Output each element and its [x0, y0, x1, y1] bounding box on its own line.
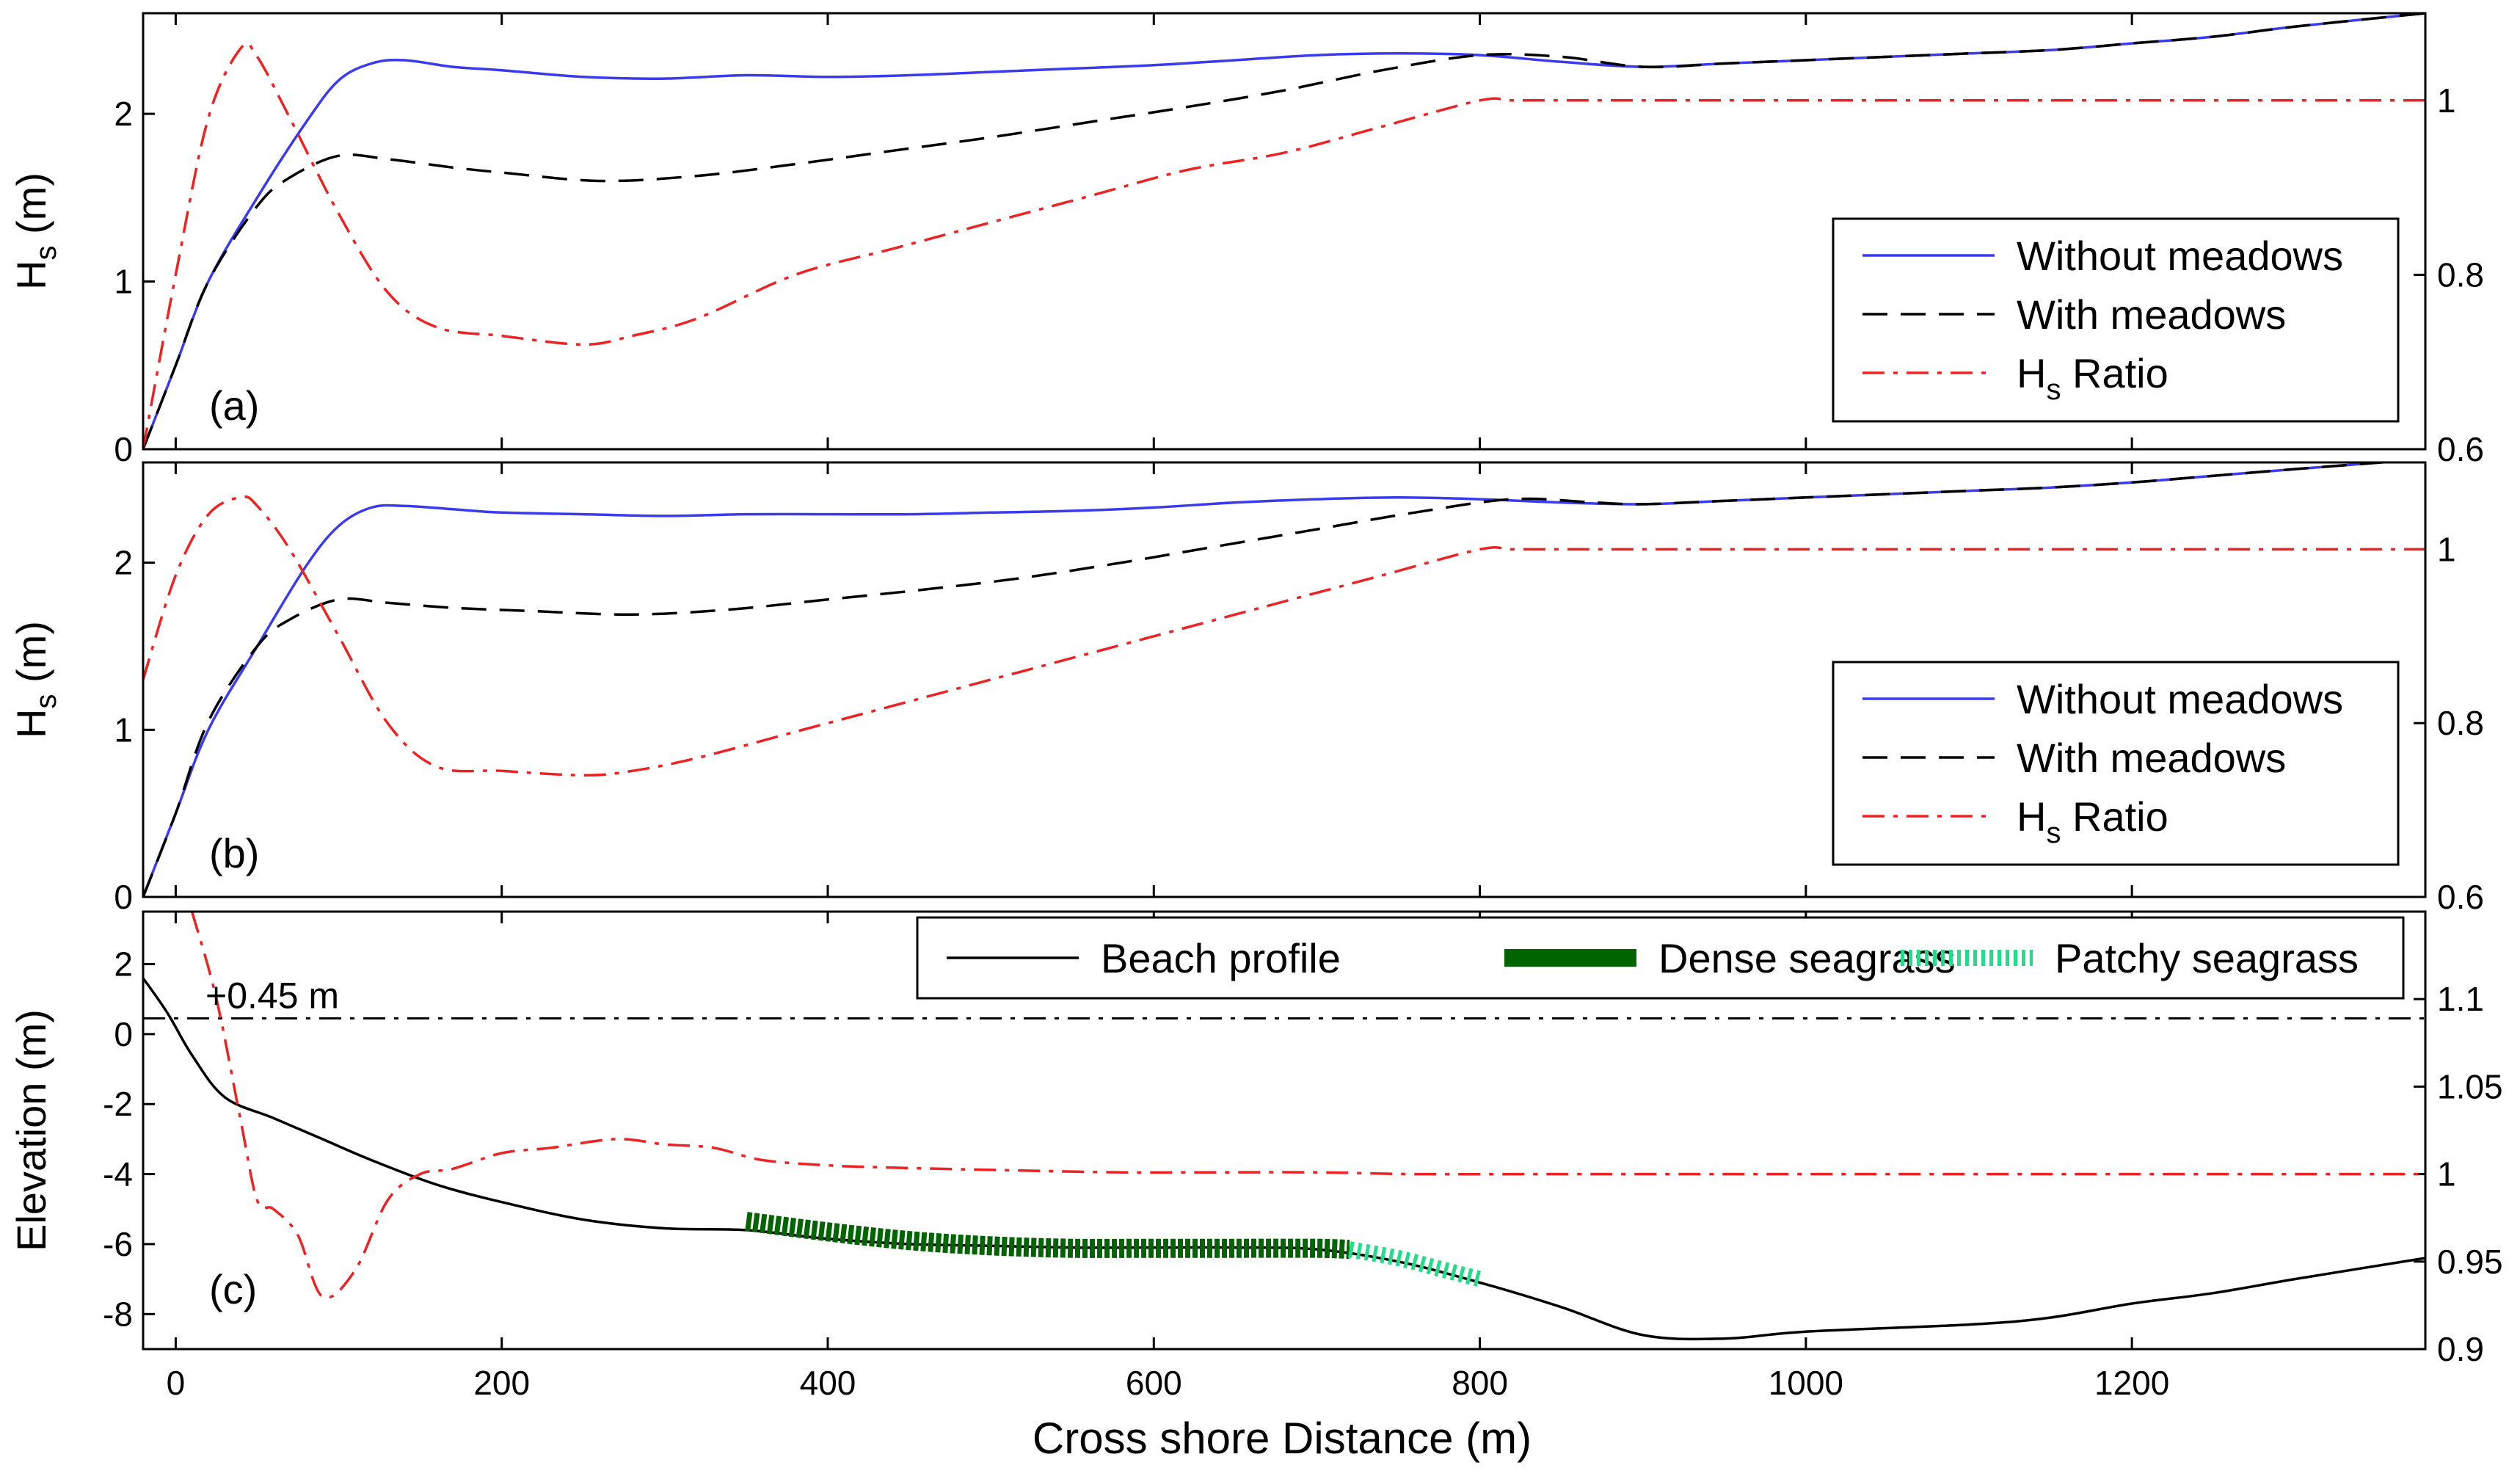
y2-tick-label: 0.8 [2437, 255, 2484, 294]
y2-tick-label: 0.8 [2437, 704, 2484, 742]
y2-tick-label: 1.05 [2437, 1067, 2503, 1105]
legend: Without meadows With meadows Hs Ratio [1832, 661, 2400, 866]
legend-label: Dense seagrass [1658, 935, 1956, 981]
axes-frame [142, 461, 2427, 898]
legend-label: Patchy seagrass [2055, 935, 2359, 981]
series-patchy-seagrass [1347, 1241, 1482, 1287]
series-without-meadows [143, 13, 2425, 449]
x-tick-label: 600 [1126, 1364, 1182, 1402]
legend-label: With meadows [2017, 735, 2286, 781]
plot-area [143, 912, 2425, 1341]
legend-box [916, 916, 2405, 1000]
y-tick-label: 2 [114, 945, 133, 984]
panel-label: (c) [209, 1266, 257, 1312]
panel-a: 0 1 2 0.6 0.8 1 Hs (m) (a) Without meadows With m… [8, 12, 2484, 468]
x-tick-label: 1200 [2094, 1364, 2169, 1402]
axes-frame [142, 910, 2427, 1351]
legend-box [1832, 661, 2400, 866]
series-beach-profile [143, 977, 2425, 1341]
y-tick-label: 1 [114, 711, 133, 749]
plot-area [143, 462, 2425, 897]
legend-label: Without meadows [2017, 233, 2343, 279]
series-hs-ratio [143, 495, 2425, 777]
y-tick-label: 0 [114, 1015, 133, 1053]
y-tick-label: 2 [114, 544, 133, 582]
y-axis-title: Elevation (m) [8, 1009, 54, 1251]
y2-tick-label: 0.95 [2437, 1243, 2503, 1281]
y-tick-label: 2 [114, 95, 133, 133]
y2-tick-label: 1 [2437, 81, 2456, 120]
x-tick-label: 400 [800, 1364, 856, 1402]
legend-box [1832, 217, 2400, 423]
series-hs-ratio [143, 42, 2425, 449]
y2-tick-label: 0.6 [2437, 430, 2484, 468]
y-tick-label: -8 [103, 1295, 133, 1333]
reference-line-label: +0.45 m [205, 975, 339, 1016]
series-dense-seagrass [745, 1212, 1350, 1260]
y2-tick-label: 0.9 [2437, 1330, 2484, 1368]
legend-label: With meadows [2017, 291, 2286, 338]
panel-label: (b) [209, 830, 259, 876]
x-tick-label: 800 [1452, 1364, 1508, 1402]
plot-area [143, 13, 2425, 449]
legend: Without meadows With meadows Hs Ratio [1832, 217, 2400, 423]
y-tick-label: 0 [114, 878, 133, 916]
legend-label: Beach profile [1101, 935, 1341, 981]
series-hs-ratio [190, 912, 2425, 1299]
x-tick-label: 1000 [1769, 1364, 1843, 1402]
series-with-meadows [143, 462, 2399, 897]
series-without-meadows [143, 462, 2399, 897]
legend-label: Hs Ratio [2017, 350, 2168, 406]
legend-label: Without meadows [2017, 676, 2343, 722]
x-tick-label: 200 [473, 1364, 530, 1402]
legend: Beach profile Dense seagrass Patchy seagra… [916, 916, 2405, 1000]
y2-tick-label: 0.6 [2437, 878, 2484, 916]
y-tick-label: 0 [114, 430, 133, 468]
y-axis-title: Hs (m) [8, 172, 62, 290]
panel-c: 0 200 400 600 800 1000 1200 -8 -6 -4 -2 0 2 0.9 0.95 1 1… [8, 910, 2503, 1402]
panel-b: 0 1 2 0.6 0.8 1 Hs (m) (b) Without meadows With m… [8, 461, 2484, 916]
y-tick-label: -4 [103, 1155, 133, 1193]
y2-tick-label: 1.1 [2437, 980, 2484, 1018]
x-tick-label: 0 [167, 1364, 186, 1402]
y-tick-label: -2 [103, 1085, 133, 1123]
y-tick-label: 1 [114, 263, 133, 301]
x-axis-title: Cross shore Distance (m) [1033, 1414, 1532, 1463]
panel-label: (a) [209, 382, 259, 429]
y2-tick-label: 1 [2437, 530, 2456, 568]
y2-tick-label: 1 [2437, 1155, 2456, 1193]
legend-label: Hs Ratio [2017, 793, 2168, 849]
y-tick-label: -6 [103, 1225, 133, 1263]
series-with-meadows [143, 13, 2425, 449]
y-axis-title: Hs (m) [8, 621, 62, 738]
axes-frame [142, 12, 2427, 451]
